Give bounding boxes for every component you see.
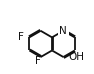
Text: F: F — [19, 32, 24, 42]
Text: F: F — [35, 56, 41, 66]
Text: N: N — [60, 26, 67, 36]
Text: OH: OH — [68, 52, 84, 62]
